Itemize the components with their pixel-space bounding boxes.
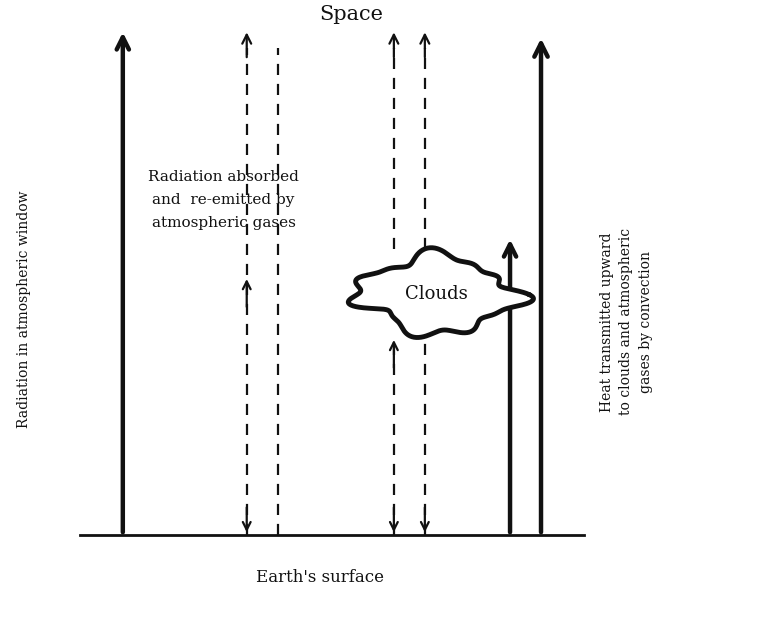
Text: Clouds: Clouds [405, 286, 468, 304]
Text: Heat transmitted upward
to clouds and atmospheric
gases by convection: Heat transmitted upward to clouds and at… [600, 228, 653, 415]
Text: Radiation in atmospheric window: Radiation in atmospheric window [17, 191, 31, 428]
Text: Radiation absorbed
and  re-emitted by
atmospheric gases: Radiation absorbed and re-emitted by atm… [148, 170, 299, 230]
Polygon shape [349, 247, 534, 337]
Text: Space: Space [319, 5, 383, 24]
Text: Earth's surface: Earth's surface [257, 568, 385, 586]
